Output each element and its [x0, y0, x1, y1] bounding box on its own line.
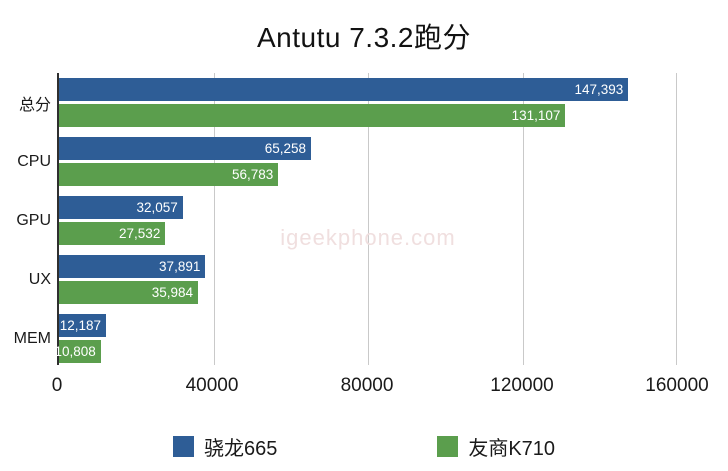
- bar-group-total: 总分 147,393 131,107: [19, 78, 677, 127]
- category-label-mem: MEM: [13, 329, 51, 347]
- category-label-ux: UX: [28, 270, 51, 288]
- bar-snapdragon665-total: 147,393: [59, 78, 629, 101]
- legend-swatch-blue: [172, 436, 194, 457]
- gridline-120000: [522, 73, 524, 365]
- legend-label-k710: 友商K710: [468, 438, 556, 460]
- bar-snapdragon665-cpu: 65,258: [59, 137, 312, 160]
- bar-group-mem: MEM 12,187 10,808: [14, 314, 677, 363]
- gridline-80000: [368, 73, 369, 365]
- x-tick-160000: 160000: [645, 375, 709, 396]
- bar-group-cpu: CPU 65,258 56,783: [17, 137, 677, 186]
- bar-snapdragon665-gpu: 32,057: [59, 196, 183, 219]
- bar-value-label: 56,783: [232, 167, 274, 182]
- legend-swatch-green: [437, 436, 459, 457]
- legend-label-snapdragon665: 骁龙665: [203, 438, 278, 460]
- bar-value-label: 147,393: [574, 82, 624, 97]
- bar-value-label: 10,808: [54, 344, 96, 359]
- bar-snapdragon665-ux: 37,891: [59, 255, 206, 278]
- legend-item-snapdragon665: 骁龙665: [172, 432, 278, 461]
- x-axis: 0 40000 80000 120000 160000: [52, 375, 709, 399]
- gridline-160000: [676, 73, 677, 365]
- bar-k710-gpu: 27,532: [59, 222, 166, 245]
- bar-value-label: 65,258: [264, 141, 307, 156]
- bar-value-label: 32,057: [136, 200, 178, 215]
- x-tick-80000: 80000: [340, 375, 394, 396]
- bar-k710-ux: 35,984: [59, 281, 198, 304]
- legend: 骁龙665 友商K710: [0, 432, 728, 461]
- category-label-gpu: GPU: [16, 211, 51, 229]
- bar-snapdragon665-mem: 12,187: [59, 314, 107, 337]
- x-tick-120000: 120000: [490, 375, 554, 396]
- bar-value-label: 131,107: [511, 108, 561, 123]
- plot-area: igeekphone.com 总分 147,393 131,107 CPU 65…: [14, 73, 677, 365]
- bar-value-label: 27,532: [119, 226, 161, 241]
- bar-k710-cpu: 56,783: [59, 163, 279, 186]
- chart-title: Antutu 7.3.2跑分: [256, 22, 471, 53]
- gridline-40000: [213, 73, 215, 365]
- category-label-cpu: CPU: [17, 152, 51, 170]
- legend-item-k710: 友商K710: [437, 432, 555, 461]
- bar-k710-mem: 10,808: [54, 340, 101, 363]
- bar-groups: 总分 147,393 131,107 CPU 65,258 56,783 GPU: [14, 73, 677, 365]
- bar-value-label: 35,984: [151, 285, 193, 300]
- bar-value-label: 37,891: [159, 259, 201, 274]
- x-tick-40000: 40000: [185, 375, 239, 396]
- bar-group-ux: UX 37,891 35,984: [29, 255, 677, 304]
- bar-value-label: 12,187: [59, 318, 102, 333]
- bar-group-gpu: GPU 32,057 27,532: [16, 196, 677, 245]
- bar-k710-total: 131,107: [59, 104, 566, 127]
- x-tick-0: 0: [51, 375, 63, 396]
- category-label-total: 总分: [18, 96, 51, 114]
